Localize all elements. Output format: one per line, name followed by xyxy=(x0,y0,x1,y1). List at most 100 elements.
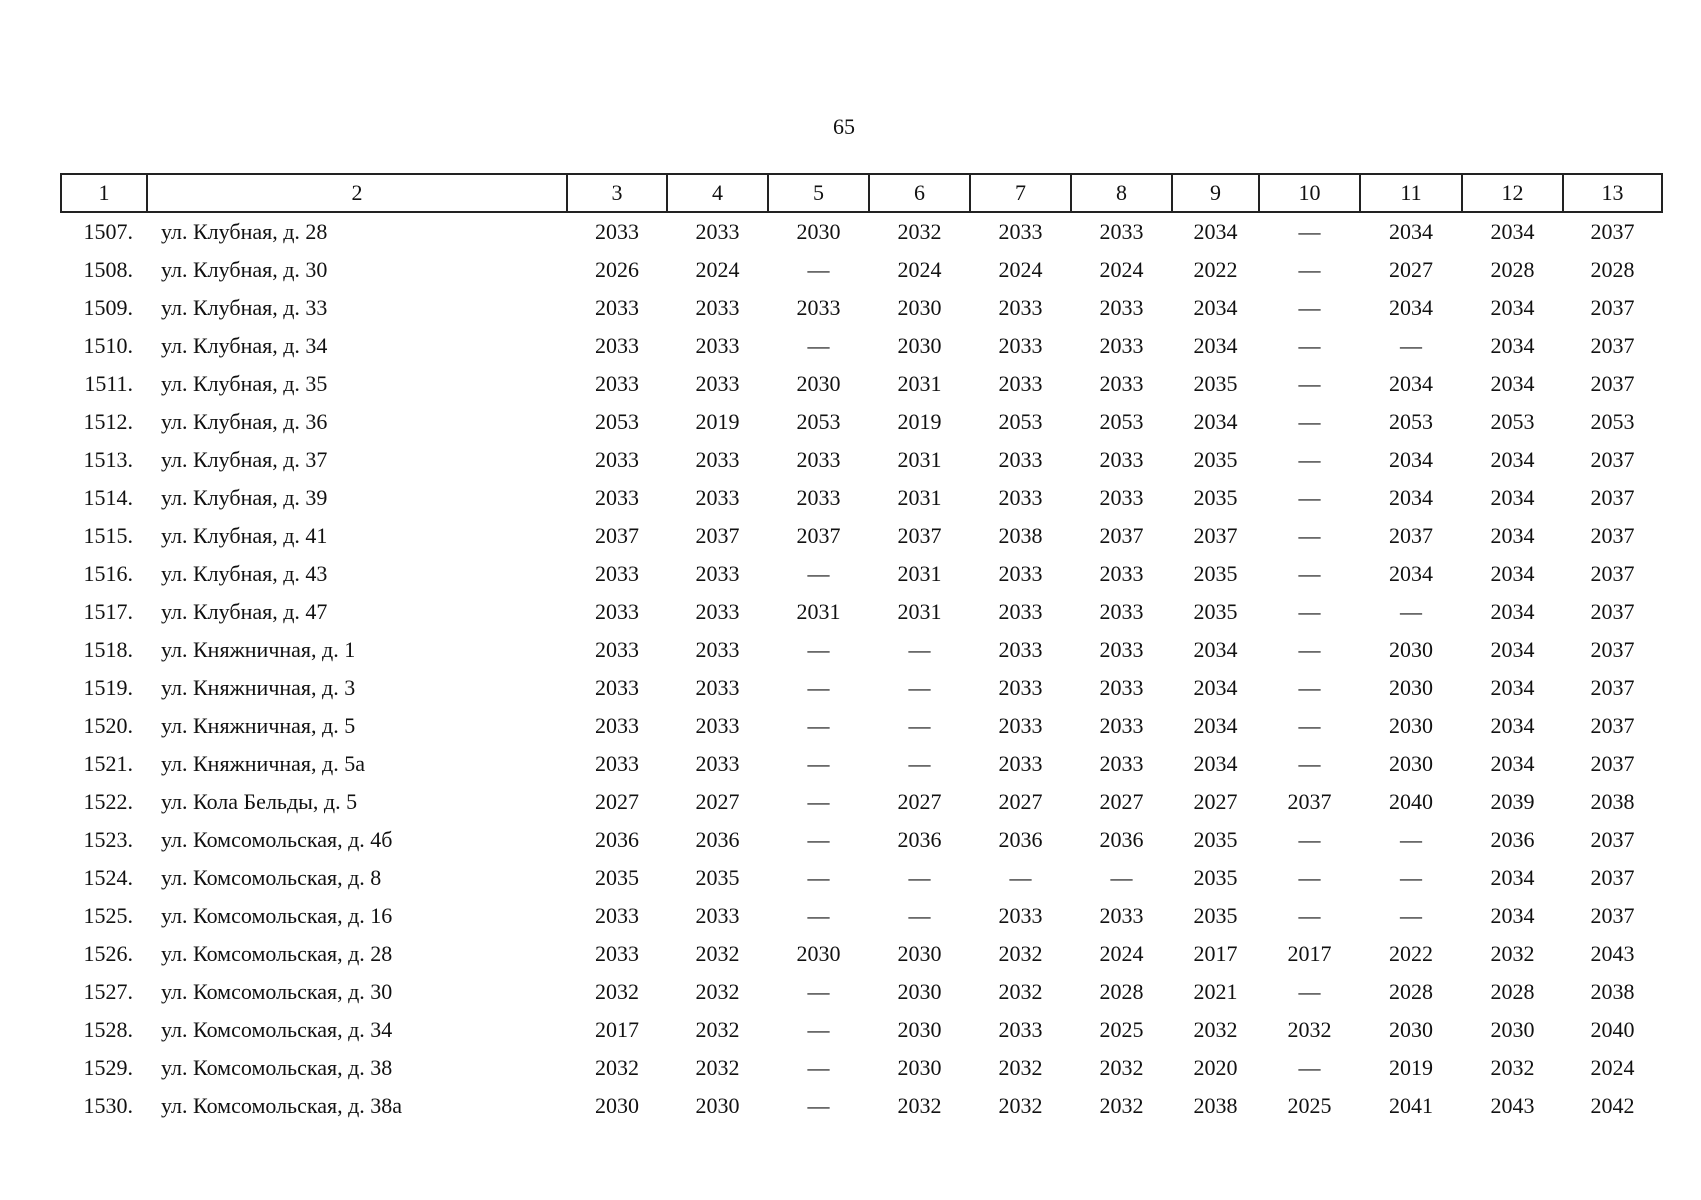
table-row: 1518. ул. Княжничная, д. 1 2033 2033 — — 2033 2… xyxy=(61,631,1662,669)
year-cell: 2033 xyxy=(595,637,639,662)
year-cell: 2034 xyxy=(1389,371,1433,396)
year-cell: 2022 xyxy=(1193,257,1238,282)
year-cell: 2033 xyxy=(695,599,740,624)
year-cell: 2025 xyxy=(1099,1017,1144,1042)
year-cell: 2030 xyxy=(897,333,942,358)
year-cell: 2030 xyxy=(1389,1017,1433,1042)
year-cell: 2033 xyxy=(695,295,740,320)
year-cell: — xyxy=(807,675,830,700)
year-cell: 2033 xyxy=(998,1017,1043,1042)
year-cell: 2034 xyxy=(1193,675,1238,700)
year-cell: 2037 xyxy=(796,523,841,548)
year-cell: 2033 xyxy=(998,333,1043,358)
address: ул. Клубная, д. 33 xyxy=(161,295,328,320)
year-cell: 2033 xyxy=(1099,371,1144,396)
year-cell: 2022 xyxy=(1389,941,1433,966)
header-cell: 1 xyxy=(60,173,148,213)
year-cell: 2033 xyxy=(998,713,1043,738)
year-cell: 2033 xyxy=(595,333,639,358)
year-cell: 2026 xyxy=(595,257,639,282)
year-cell: 2034 xyxy=(1490,561,1535,586)
address: ул. Клубная, д. 28 xyxy=(161,219,328,244)
year-cell: — xyxy=(1298,257,1321,282)
address: ул. Клубная, д. 41 xyxy=(161,523,328,548)
year-cell: 2033 xyxy=(796,447,841,472)
year-cell: 2024 xyxy=(1590,1055,1635,1080)
year-cell: 2034 xyxy=(1389,295,1433,320)
address: ул. Комсомольская, д. 28 xyxy=(161,941,393,966)
year-cell: 2033 xyxy=(595,295,639,320)
year-cell: 2031 xyxy=(897,371,942,396)
year-cell: 2027 xyxy=(1099,789,1144,814)
year-cell: — xyxy=(1298,295,1321,320)
header-cell: 5 xyxy=(767,173,870,213)
year-cell: 2032 xyxy=(595,979,639,1004)
year-cell: 2019 xyxy=(1389,1055,1433,1080)
year-cell: 2033 xyxy=(595,485,639,510)
header-cell: 7 xyxy=(969,173,1072,213)
year-cell: 2037 xyxy=(1590,865,1635,890)
year-cell: 2024 xyxy=(695,257,740,282)
year-cell: 2053 xyxy=(1099,409,1144,434)
table-row: 1516. ул. Клубная, д. 43 2033 2033 — 2031 2033… xyxy=(61,555,1662,593)
year-cell: 2017 xyxy=(1193,941,1238,966)
year-cell: 2024 xyxy=(897,257,942,282)
year-cell: 2038 xyxy=(1590,979,1635,1004)
table: 1 2 3 4 5 6 7 8 9 10 11 12 13 1507. ул. Клубная, д. 2… xyxy=(60,173,1663,1125)
row-number: 1511. xyxy=(84,371,133,396)
year-cell: 2033 xyxy=(1099,447,1144,472)
year-cell: 2033 xyxy=(695,561,740,586)
year-cell: 2027 xyxy=(998,789,1043,814)
year-cell: 2033 xyxy=(998,637,1043,662)
table-row: 1528. ул. Комсомольская, д. 34 2017 2032 — 20… xyxy=(61,1011,1662,1049)
header-cell: 2 xyxy=(146,173,568,213)
year-cell: 2037 xyxy=(1287,789,1332,814)
year-cell: 2034 xyxy=(1193,637,1238,662)
year-cell: 2035 xyxy=(1193,485,1238,510)
year-cell: — xyxy=(1298,827,1321,852)
address: ул. Клубная, д. 47 xyxy=(161,599,328,624)
row-number: 1521. xyxy=(83,751,134,776)
year-cell: 2027 xyxy=(695,789,740,814)
year-cell: — xyxy=(807,827,830,852)
year-cell: 2033 xyxy=(695,371,740,396)
row-number: 1513. xyxy=(83,447,134,472)
year-cell: 2035 xyxy=(595,865,639,890)
year-cell: 2034 xyxy=(1193,713,1238,738)
year-cell: 2040 xyxy=(1590,1017,1635,1042)
year-cell: 2035 xyxy=(1193,447,1238,472)
year-cell: 2035 xyxy=(1193,561,1238,586)
year-cell: 2033 xyxy=(695,675,740,700)
year-cell: 2033 xyxy=(1099,637,1144,662)
table-row: 1515. ул. Клубная, д. 41 2037 2037 2037 2037 2… xyxy=(61,517,1662,555)
year-cell: 2033 xyxy=(998,599,1043,624)
year-cell: — xyxy=(807,979,830,1004)
address: ул. Клубная, д. 39 xyxy=(161,485,328,510)
address: ул. Княжничная, д. 5а xyxy=(161,751,366,776)
year-cell: — xyxy=(1298,637,1321,662)
year-cell: — xyxy=(1400,599,1422,624)
year-cell: 2042 xyxy=(1590,1093,1635,1118)
address: ул. Комсомольская, д. 16 xyxy=(161,903,393,928)
row-number: 1528. xyxy=(83,1017,134,1042)
year-cell: 2033 xyxy=(998,371,1043,396)
year-cell: 2030 xyxy=(897,1055,942,1080)
year-cell: 2034 xyxy=(1490,865,1535,890)
year-cell: 2030 xyxy=(695,1093,740,1118)
year-cell: 2021 xyxy=(1193,979,1238,1004)
year-cell: 2032 xyxy=(1287,1017,1332,1042)
table-row: 1520. ул. Княжничная, д. 5 2033 2033 — — 2033 2… xyxy=(61,707,1662,745)
year-cell: 2027 xyxy=(897,789,942,814)
year-cell: 2037 xyxy=(1590,371,1635,396)
year-cell: 2053 xyxy=(796,409,841,434)
year-cell: 2053 xyxy=(1490,409,1535,434)
row-number: 1514. xyxy=(83,485,134,510)
year-cell: 2033 xyxy=(595,903,639,928)
year-cell: 2035 xyxy=(695,865,740,890)
table-row: 1523. ул. Комсомольская, д. 4б 2036 2036 — 20… xyxy=(61,821,1662,859)
row-number: 1526. xyxy=(83,941,134,966)
year-cell: 2034 xyxy=(1490,295,1535,320)
year-cell: 2030 xyxy=(897,295,942,320)
page-number: 65 xyxy=(833,114,855,139)
row-number: 1516. xyxy=(83,561,134,586)
